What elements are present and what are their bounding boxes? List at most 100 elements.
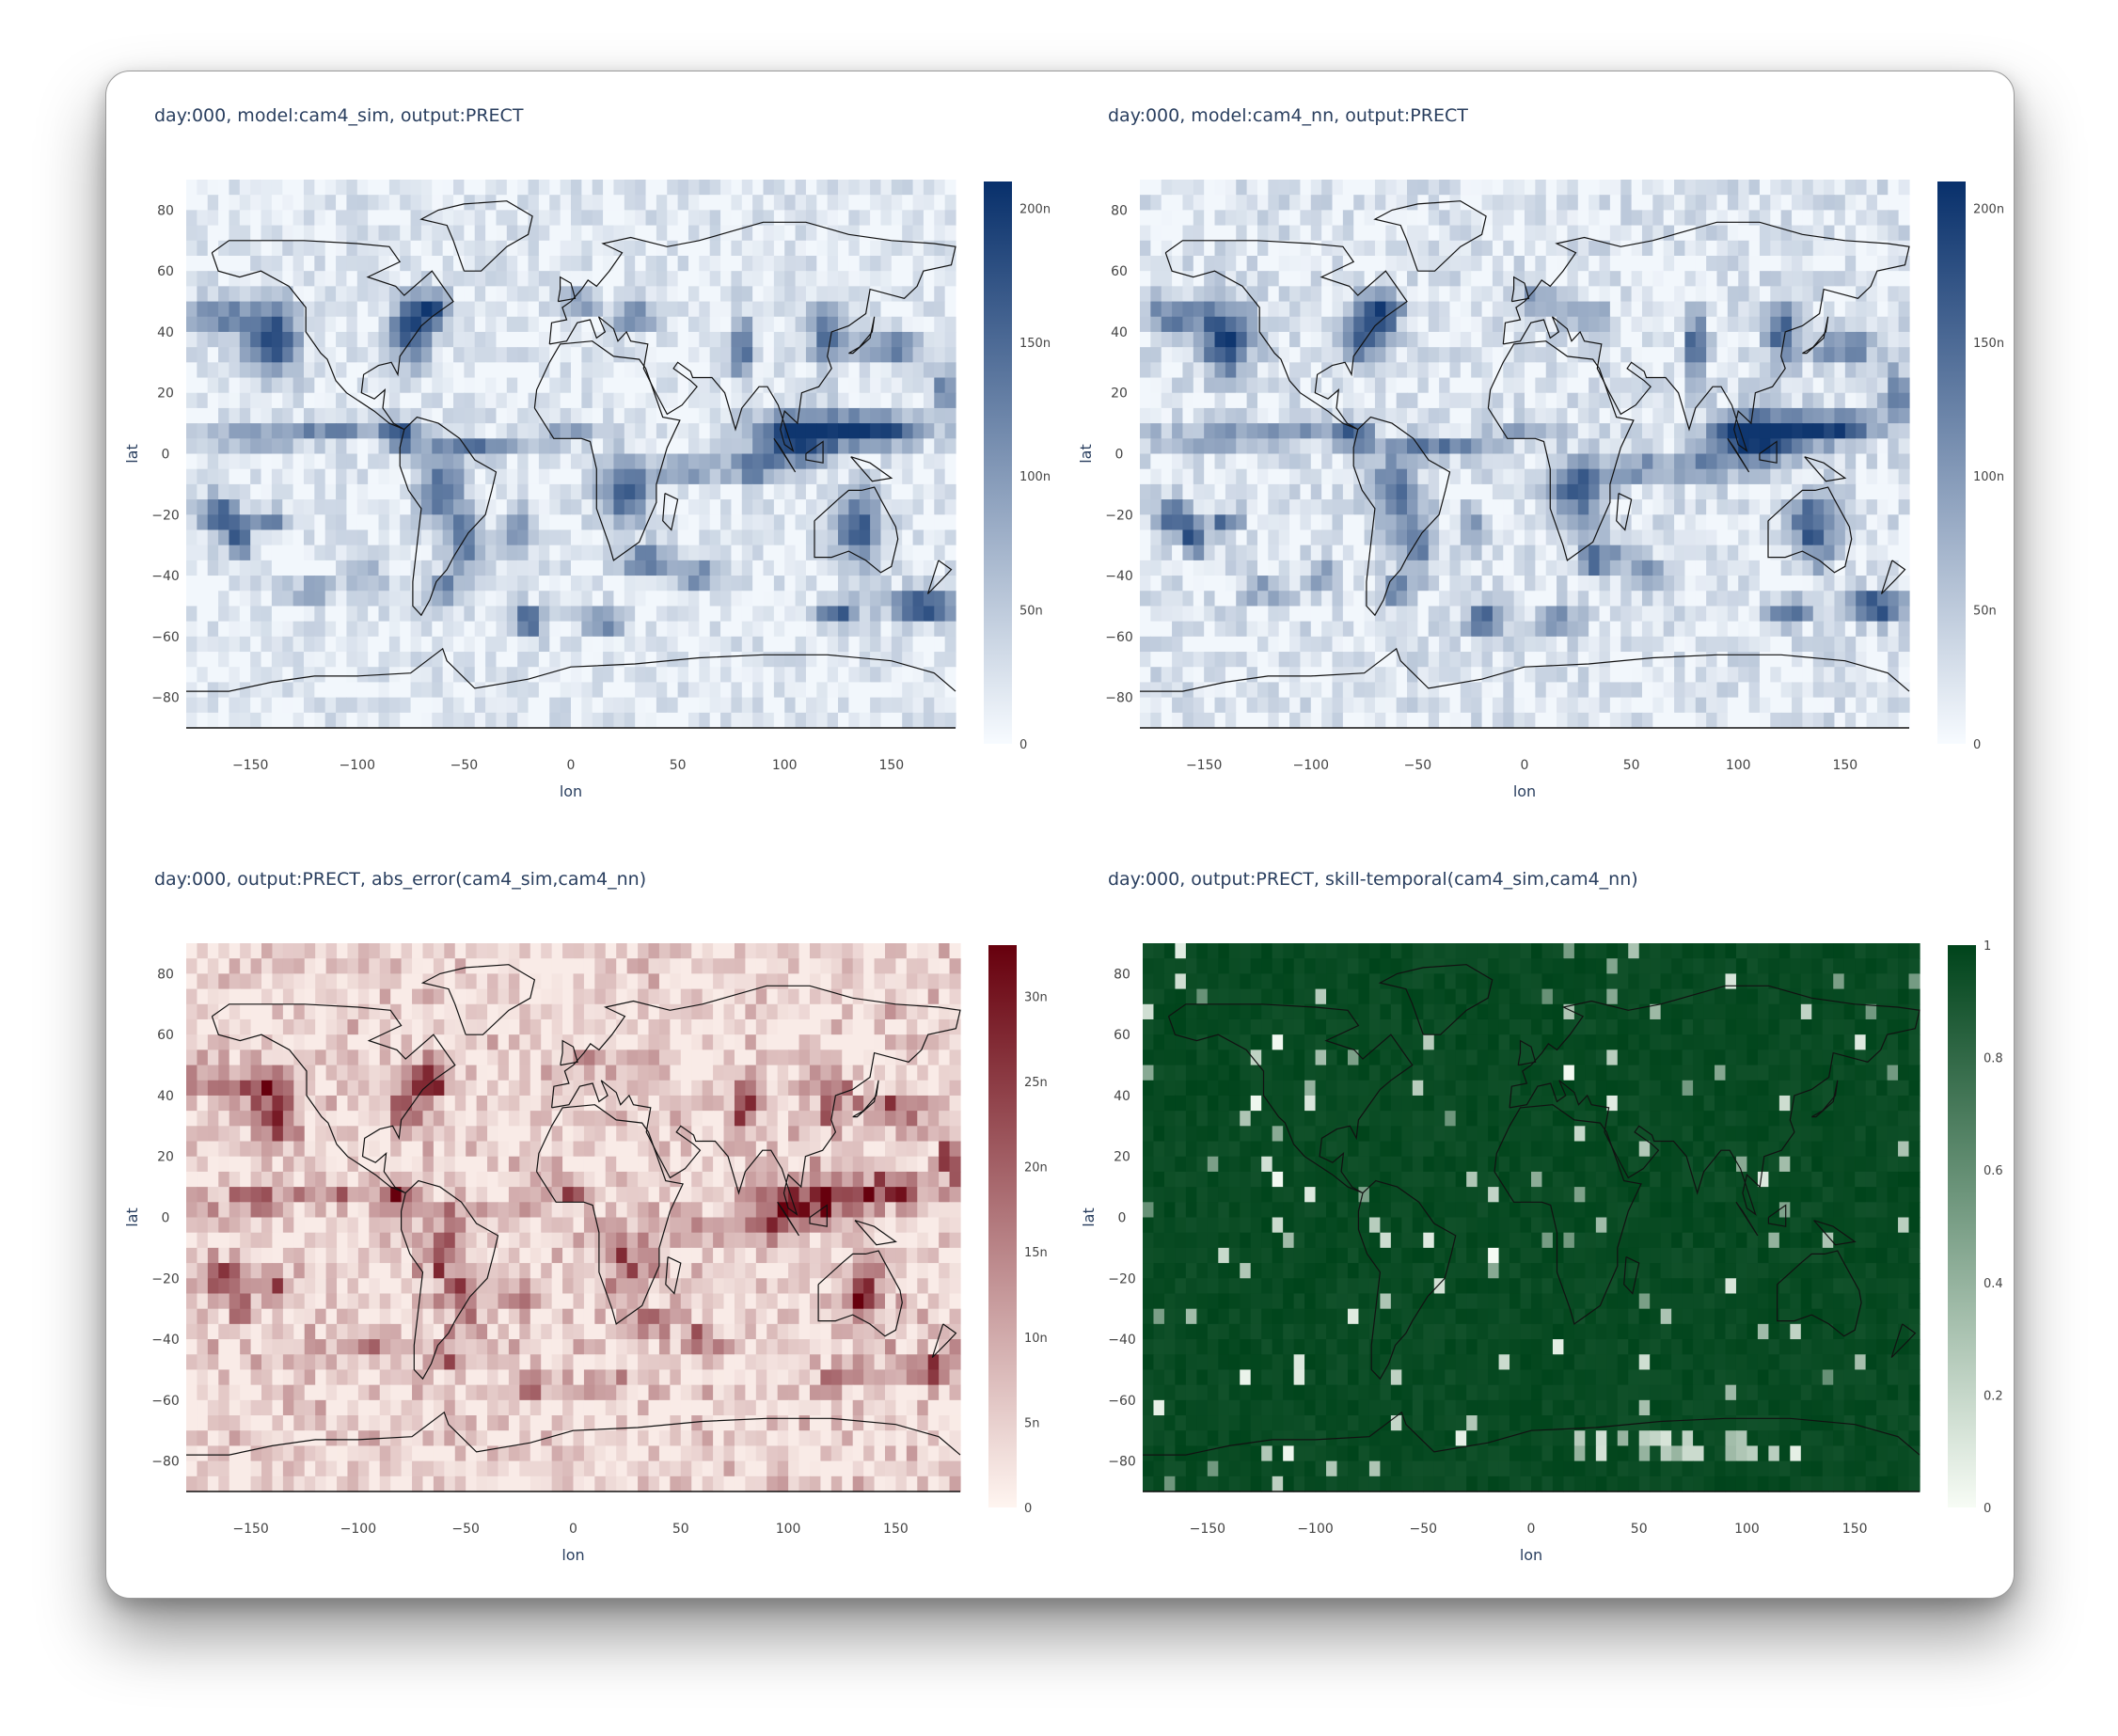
heatmap-cell — [1385, 255, 1398, 272]
heatmap-cell — [731, 636, 743, 653]
heatmap-cell — [229, 438, 241, 455]
heatmap-cell — [667, 225, 679, 242]
heatmap-cell — [464, 499, 476, 515]
heatmap-cell — [741, 316, 753, 333]
heatmap-cell — [1706, 514, 1718, 531]
heatmap-cell — [1738, 576, 1750, 592]
heatmap-cell — [1674, 591, 1686, 608]
heatmap-cell — [923, 180, 935, 196]
heatmap-cell — [752, 468, 765, 485]
heatmap-cell — [1481, 652, 1494, 668]
heatmap-cell — [635, 621, 647, 638]
heatmap-cell — [1695, 652, 1707, 668]
heatmap-cell — [880, 576, 893, 592]
heatmap-cell — [186, 195, 198, 211]
heatmap-cell — [496, 210, 508, 227]
heatmap-cell — [699, 636, 711, 653]
heatmap-cell — [1310, 225, 1322, 242]
heatmap-cell — [1802, 331, 1814, 348]
heatmap-cell — [1812, 468, 1825, 485]
heatmap-cell — [1631, 576, 1643, 592]
heatmap-cell — [752, 423, 765, 439]
heatmap-cell — [1300, 240, 1312, 257]
heatmap-cell — [410, 240, 422, 257]
heatmap-cell — [218, 225, 230, 242]
heatmap-cell — [838, 180, 849, 196]
heatmap-cell — [1545, 362, 1557, 379]
heatmap-cell — [1481, 316, 1494, 333]
heatmap-cell — [624, 514, 636, 531]
heatmap-cell — [1460, 468, 1472, 485]
heatmap-cell — [432, 591, 444, 608]
heatmap-cell — [891, 240, 903, 257]
heatmap-cell — [1257, 331, 1269, 348]
heatmap-cell — [1492, 347, 1504, 363]
heatmap-cell — [752, 407, 765, 424]
heatmap-cell — [699, 453, 711, 470]
heatmap-cell — [645, 180, 657, 196]
heatmap-cell — [1236, 301, 1248, 318]
heatmap-cell — [1460, 362, 1472, 379]
heatmap-cell — [1225, 514, 1237, 531]
heatmap-cell — [827, 468, 839, 485]
heatmap-cell — [1652, 362, 1665, 379]
heatmap-cell — [453, 606, 465, 623]
heatmap-cell — [292, 544, 305, 561]
heatmap-cell — [1792, 210, 1803, 227]
heatmap-cell — [1513, 347, 1525, 363]
heatmap-cell — [1780, 316, 1793, 333]
heatmap-cell — [485, 712, 498, 729]
heatmap-cell — [1214, 331, 1226, 348]
heatmap-cell — [314, 667, 326, 684]
heatmap-cell — [239, 544, 251, 561]
heatmap-cell — [667, 483, 679, 500]
heatmap-cell — [1492, 591, 1504, 608]
heatmap-cell — [1257, 636, 1269, 653]
heatmap-cell — [1332, 621, 1344, 638]
heatmap-cell — [400, 180, 412, 196]
heatmap-cell — [773, 377, 785, 394]
heatmap-cell — [207, 225, 219, 242]
heatmap-cell — [229, 240, 241, 257]
heatmap-cell — [400, 392, 412, 409]
heatmap-cell — [1663, 544, 1675, 561]
heatmap-cell — [1214, 529, 1226, 546]
heatmap-cell — [1567, 210, 1579, 227]
heatmap-cell — [1193, 195, 1205, 211]
heatmap-cell — [944, 377, 956, 394]
heatmap-cell — [560, 453, 572, 470]
heatmap-cell — [1652, 255, 1665, 272]
heatmap-cell — [1824, 210, 1836, 227]
heatmap-cell — [677, 210, 689, 227]
heatmap-cell — [731, 286, 743, 303]
heatmap-cell — [667, 271, 679, 287]
heatmap-cell — [677, 180, 689, 196]
heatmap-cell — [763, 576, 775, 592]
heatmap-cell — [581, 407, 593, 424]
heatmap-cell — [292, 271, 305, 287]
heatmap-cell — [635, 331, 647, 348]
heatmap-cell — [699, 529, 711, 546]
heatmap-cell — [773, 667, 785, 684]
heatmap-cell — [1866, 240, 1878, 257]
heatmap-cell — [1321, 347, 1334, 363]
heatmap-cell — [218, 423, 230, 439]
heatmap-cell — [1577, 636, 1589, 653]
heatmap-cell — [336, 576, 348, 592]
heatmap-cell — [1353, 667, 1366, 684]
heatmap-cell — [667, 195, 679, 211]
heatmap-cell — [432, 682, 444, 699]
heatmap-cell — [1449, 591, 1462, 608]
heatmap-cell — [1770, 423, 1782, 439]
heatmap-cell — [1663, 362, 1675, 379]
heatmap-cell — [314, 316, 326, 333]
heatmap-cell — [1492, 606, 1504, 623]
heatmap-cell — [1834, 652, 1846, 668]
heatmap-cell — [464, 667, 476, 684]
heatmap-cell — [1182, 255, 1194, 272]
heatmap-cell — [709, 255, 721, 272]
heatmap-cell — [1172, 240, 1184, 257]
heatmap-cell — [773, 301, 785, 318]
heatmap-cell — [250, 576, 262, 592]
heatmap-cell — [1172, 560, 1184, 576]
